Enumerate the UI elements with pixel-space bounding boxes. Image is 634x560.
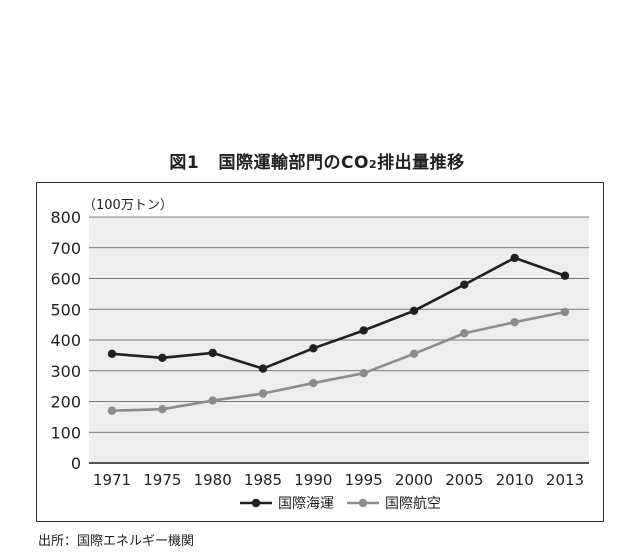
legend-label-1: 国際海運 xyxy=(278,496,334,512)
series-1-point xyxy=(158,353,167,363)
x-tick-label: 2000 xyxy=(395,471,433,489)
x-tick-label: 1975 xyxy=(143,471,181,489)
series-2-point xyxy=(460,329,469,338)
x-tick-label: 2010 xyxy=(496,471,534,489)
chart-frame: 0 100 200 300 400 500 600 700 800 （100万トン） 1971 197… xyxy=(36,182,604,522)
x-tick-label: 1990 xyxy=(294,471,332,489)
y-tick-label: 200 xyxy=(50,393,81,412)
x-tick-label: 2013 xyxy=(546,471,584,489)
series-1-point xyxy=(359,326,368,335)
series-1-point xyxy=(107,349,117,359)
figure-number: 図1 xyxy=(169,153,200,173)
series-2-point xyxy=(560,307,570,317)
title-main: 国際運輸部門のCO xyxy=(218,153,369,173)
y-tick-label: 300 xyxy=(50,362,81,381)
legend-label-2: 国際航空 xyxy=(385,496,441,512)
title-subscript: 2 xyxy=(368,158,378,171)
x-tick-label: 1995 xyxy=(345,471,383,489)
y-tick-label: 100 xyxy=(50,423,81,442)
series-1-point xyxy=(510,253,519,263)
series-1-point xyxy=(409,306,419,315)
series-line-1 xyxy=(111,256,566,370)
series-1-point xyxy=(208,348,217,358)
legend-marker-1 xyxy=(251,498,261,508)
y-tick-label: 800 xyxy=(50,208,81,227)
x-tick-label: 2005 xyxy=(445,471,483,489)
series-2-point xyxy=(309,378,318,388)
series-line-2 xyxy=(111,310,566,413)
series-1-point xyxy=(258,364,268,373)
series-1-point xyxy=(560,271,570,280)
y-tick-label: 0 xyxy=(71,454,81,473)
y-axis-label: （100万トン） xyxy=(83,198,173,213)
legend-marker-2 xyxy=(358,498,368,508)
x-tick-label: 1985 xyxy=(244,471,282,489)
y-tick-label: 700 xyxy=(50,239,81,258)
chart-title: 図1 国際運輸部門のCO2排出量推移 xyxy=(0,148,634,173)
series-2-point xyxy=(359,369,368,378)
series-2-point xyxy=(258,389,268,398)
series-2-point xyxy=(158,404,167,414)
series-2-point xyxy=(510,317,519,327)
series-1-point xyxy=(309,344,318,353)
series-2-point xyxy=(208,396,217,405)
series-2-point xyxy=(409,349,419,359)
source-note: 出所：国際エネルギー機関 xyxy=(38,534,195,549)
y-tick-label: 500 xyxy=(50,300,81,319)
y-tick-label: 600 xyxy=(50,270,81,289)
line-chart: 0 100 200 300 400 500 600 700 800（100万トン） 1971 197… xyxy=(50,198,589,512)
y-tick-label: 400 xyxy=(50,331,81,350)
title-suffix: 排出量推移 xyxy=(377,153,465,173)
x-tick-label: 1971 xyxy=(93,471,131,489)
series-1-point xyxy=(460,280,469,289)
x-tick-label: 1980 xyxy=(194,471,232,489)
series-2-point xyxy=(107,406,117,415)
